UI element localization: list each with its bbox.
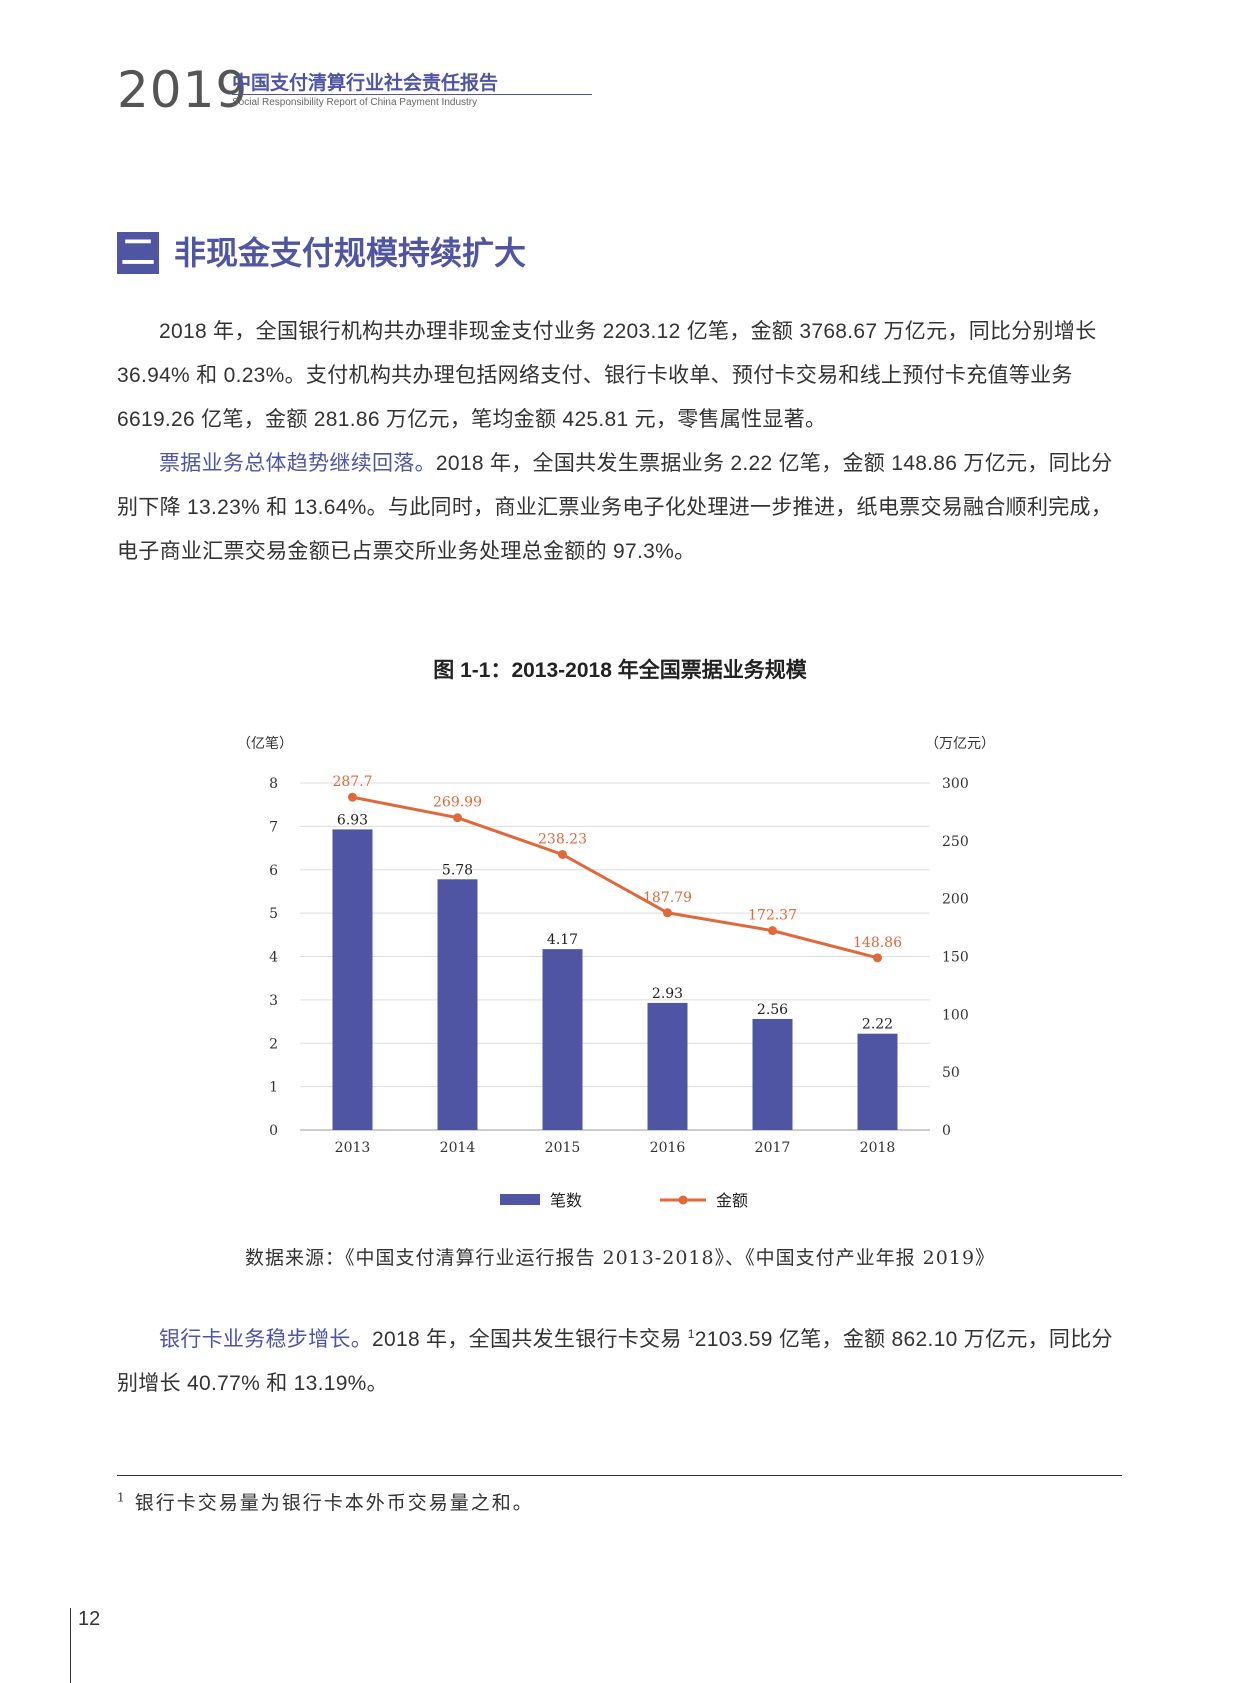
bar-2013 [332, 829, 373, 1130]
x-tick-label: 2013 [335, 1140, 371, 1156]
amount-point-2016 [663, 908, 672, 918]
bar-2017 [752, 1018, 793, 1130]
footnote-mark: 1 [117, 1490, 127, 1505]
paragraph-2: 票据业务总体趋势继续回落。2018 年，全国共发生票据业务 2.22 亿笔，金额… [117, 442, 1122, 574]
legend-line-marker [678, 1195, 688, 1205]
x-tick-label: 2015 [545, 1140, 581, 1156]
legend-line-label: 金额 [716, 1191, 748, 1210]
amount-point-2013 [348, 792, 357, 802]
line-value-label: 238.23 [538, 831, 587, 847]
y-right-tick-label: 100 [942, 1007, 969, 1023]
header-year: 2019 [117, 61, 249, 119]
y-left-tick-label: 5 [269, 906, 278, 922]
line-value-label: 172.37 [748, 908, 797, 924]
y-left-tick-label: 1 [269, 1080, 278, 1096]
paragraph-2-body: 2018 年，全国共发生票据业务 2.22 亿笔，金额 148.86 万亿元，同… [117, 452, 1113, 563]
header-title-cn: 中国支付清算行业社会责任报告 [232, 73, 499, 94]
line-value-label: 187.79 [643, 890, 692, 906]
x-tick-label: 2017 [755, 1140, 791, 1156]
bar-2014 [437, 879, 478, 1130]
header-title-en: Social Responsibility Report of China Pa… [232, 97, 478, 108]
footnote-text: 银行卡交易量为银行卡本外币交易量之和。 [134, 1492, 534, 1514]
line-value-label: 287.7 [332, 774, 372, 790]
section-number: 二 [117, 232, 159, 274]
y-right-tick-label: 250 [942, 834, 969, 850]
page-number: 12 [78, 1608, 101, 1630]
y-left-axis-label: （亿笔） [240, 736, 293, 752]
y-right-tick-label: 50 [942, 1065, 960, 1081]
y-left-tick-label: 6 [269, 863, 278, 879]
amount-line [352, 795, 878, 960]
paragraph-1: 2018 年，全国银行机构共办理非现金支付业务 2203.12 亿笔，金额 37… [117, 320, 1097, 431]
paragraph-3-lead: 银行卡业务稳步增长。 [159, 1328, 372, 1351]
x-tick-label: 2016 [650, 1140, 686, 1156]
bar-value-label: 6.93 [337, 812, 368, 828]
line-value-label: 148.86 [853, 935, 902, 951]
chart-svg: 0 1 2 3 4 5 6 7 8 0 50 100 150 200 250 300 （亿笔） （万亿元） 6.93… [240, 736, 995, 1210]
y-right-tick-label: 150 [942, 950, 969, 966]
footnote-rule [117, 1475, 1122, 1476]
legend-bar-swatch [500, 1194, 540, 1205]
bar-value-label: 2.22 [862, 1017, 893, 1033]
page-number-rule [70, 1608, 71, 1683]
section-title: 非现金支付规模持续扩大 [174, 235, 527, 271]
y-left-tick-label: 8 [269, 776, 278, 792]
y-left-tick-label: 0 [269, 1123, 278, 1139]
bar-2016 [647, 1002, 688, 1130]
y-right-tick-label: 300 [942, 776, 969, 792]
x-tick-label: 2014 [440, 1140, 476, 1156]
bar-value-label: 2.93 [652, 986, 683, 1002]
figure-title: 图 1-1：2013-2018 年全国票据业务规模 [433, 659, 807, 682]
paragraph-2-lead: 票据业务总体趋势继续回落。 [159, 452, 436, 475]
y-left-tick-label: 7 [269, 819, 278, 835]
bar-value-label: 5.78 [442, 862, 473, 878]
y-left-tick-label: 2 [269, 1036, 278, 1052]
bar-value-label: 2.56 [757, 1002, 788, 1018]
paragraph-3: 银行卡业务稳步增长。2018 年，全国共发生银行卡交易 12103.59 亿笔，… [117, 1318, 1122, 1406]
bar-2018 [857, 1033, 898, 1130]
bill-business-chart: 0 1 2 3 4 5 6 7 8 0 50 100 150 200 250 300 （亿笔） （万亿元） 6.93… [240, 715, 1000, 1235]
bar-value-label: 4.17 [547, 932, 578, 948]
footnote: 1 银行卡交易量为银行卡本外币交易量之和。 [117, 1488, 534, 1515]
y-right-tick-label: 200 [942, 892, 969, 908]
amount-point-2017 [768, 926, 777, 936]
legend-bar-label: 笔数 [550, 1191, 582, 1210]
amount-point-2018 [873, 953, 882, 963]
y-left-tick-label: 3 [269, 993, 278, 1009]
x-tick-label: 2018 [860, 1140, 896, 1156]
footnote-ref: 1 [687, 1327, 695, 1341]
amount-point-2014 [453, 813, 462, 823]
header-rule [232, 94, 592, 95]
y-right-axis-label: （万亿元） [925, 736, 995, 752]
amount-point-2015 [558, 849, 567, 859]
y-left-tick-label: 4 [269, 950, 278, 966]
bar-2015 [542, 949, 583, 1130]
figure-source: 数据来源：《中国支付清算行业运行报告 2013-2018》、《中国支付产业年报 … [244, 1247, 996, 1269]
paragraph-3-body-b: 2103.59 亿笔，金额 862.10 万亿元，同比分别增长 40.77% 和… [117, 1328, 1113, 1395]
y-right-tick-label: 0 [942, 1123, 951, 1139]
paragraph-3-body-a: 2018 年，全国共发生银行卡交易 [372, 1328, 688, 1351]
line-value-label: 269.99 [433, 795, 482, 811]
